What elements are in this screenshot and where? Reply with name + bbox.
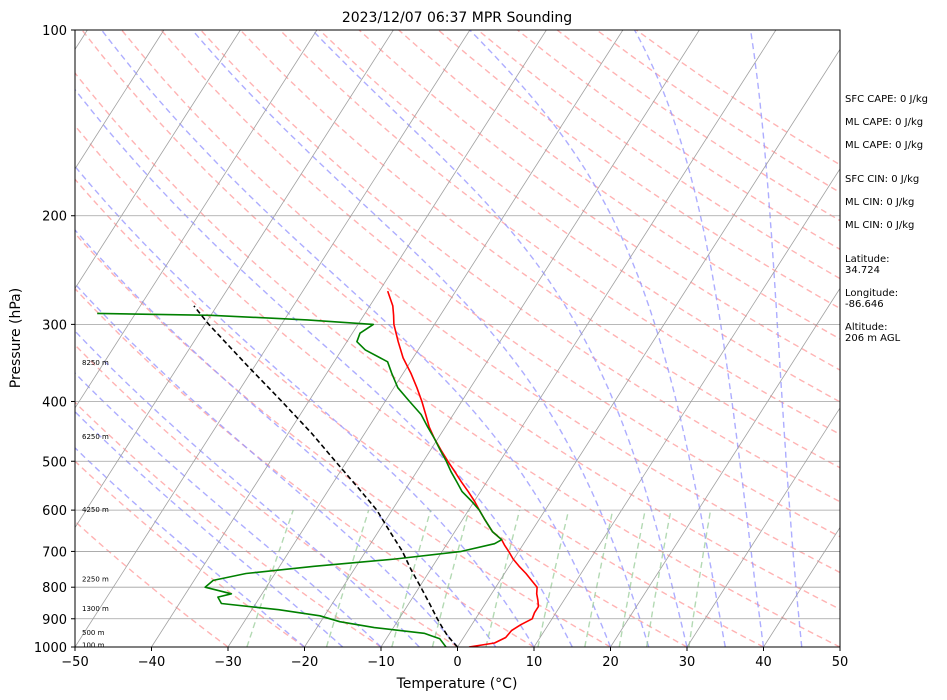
side-info-text: Latitude: xyxy=(845,254,890,265)
moist-adiabat xyxy=(75,372,382,647)
side-info-text: SFC CIN: 0 J/kg xyxy=(845,174,919,185)
mixing-ratio-line xyxy=(537,509,570,647)
dry-adiabat xyxy=(75,124,764,647)
isotherm xyxy=(457,48,840,647)
background-lines xyxy=(75,30,840,647)
height-label: 100 m xyxy=(82,641,105,649)
series-layer xyxy=(97,290,540,647)
y-tick-label: 700 xyxy=(42,545,67,560)
y-tick-label: 300 xyxy=(42,318,67,333)
dry-adiabat xyxy=(437,30,840,310)
height-label: 1300 m xyxy=(82,605,109,613)
side-info-text: Altitude: xyxy=(845,322,887,333)
height-label: 500 m xyxy=(82,629,105,637)
side-info-text: 34.724 xyxy=(845,265,880,276)
side-info-text: -86.646 xyxy=(845,299,884,310)
side-info-text: ML CAPE: 0 J/kg xyxy=(845,117,923,128)
moist-adiabat xyxy=(749,30,803,647)
isotherm xyxy=(75,30,318,409)
side-info-text: 206 m AGL xyxy=(845,333,901,344)
y-tick-label: 400 xyxy=(42,395,67,410)
y-axis: 100 200 300 400 500 600 700 800 900 1000 xyxy=(34,24,75,656)
dry-adiabat xyxy=(279,30,840,436)
y-tick-label: 1000 xyxy=(34,641,67,656)
dry-adiabat xyxy=(200,30,840,503)
dry-adiabat xyxy=(75,71,840,647)
side-info-text: SFC CAPE: 0 J/kg xyxy=(845,94,928,105)
isotherm xyxy=(686,407,840,647)
side-info-text: ML CIN: 0 J/kg xyxy=(845,220,914,231)
side-info-text: ML CAPE: 0 J/kg xyxy=(845,140,923,151)
x-tick-label: −40 xyxy=(138,655,165,670)
x-tick-label: −30 xyxy=(214,655,241,670)
mixing-ratio-line xyxy=(325,509,370,647)
isotherm xyxy=(227,30,624,647)
dry-adiabat xyxy=(121,30,840,574)
parcel-profile-line xyxy=(193,305,459,647)
x-tick-label: 20 xyxy=(602,655,619,670)
x-tick-label: 50 xyxy=(832,655,849,670)
x-tick-label: 0 xyxy=(453,655,461,670)
isotherm xyxy=(533,168,840,647)
y-axis-label: Pressure (hPa) xyxy=(8,288,24,388)
dry-adiabat xyxy=(81,30,840,611)
isotherm xyxy=(75,30,471,647)
x-axis-label: Temperature (°C) xyxy=(396,676,518,692)
height-label: 4250 m xyxy=(82,506,109,514)
isotherm xyxy=(610,287,840,647)
height-label: 8250 m xyxy=(82,359,109,367)
y-tick-label: 800 xyxy=(42,581,67,596)
dry-adiabat xyxy=(75,520,229,647)
isotherm xyxy=(380,30,777,647)
dry-adiabat xyxy=(398,30,840,340)
dry-adiabat xyxy=(75,178,688,647)
x-tick-label: 40 xyxy=(755,655,772,670)
moist-adiabat xyxy=(75,282,459,647)
isotherm xyxy=(151,30,547,647)
moist-adiabat xyxy=(469,30,726,647)
y-tick-label: 200 xyxy=(42,210,67,225)
side-info-text: ML CIN: 0 J/kg xyxy=(845,197,914,208)
x-tick-label: 30 xyxy=(679,655,696,670)
x-tick-label: −20 xyxy=(291,655,318,670)
y-tick-label: 100 xyxy=(42,24,67,39)
moist-adiabat xyxy=(75,330,420,647)
moist-adiabat xyxy=(191,30,650,647)
x-tick-label: −50 xyxy=(61,655,88,670)
isotherm xyxy=(75,30,394,529)
moist-adiabat xyxy=(75,88,573,647)
side-info-panel: SFC CAPE: 0 J/kg ML CAPE: 0 J/kg ML CAPE: … xyxy=(845,94,928,344)
x-tick-label: 10 xyxy=(526,655,543,670)
mixing-ratio-line xyxy=(431,509,470,647)
height-labels: 100 m 500 m 1300 m 2250 m 4250 m 6250 m 8250 m xyxy=(82,359,109,649)
moist-adiabat xyxy=(633,30,765,647)
y-tick-label: 900 xyxy=(42,613,67,628)
mixing-ratio-line xyxy=(645,509,672,647)
height-label: 2250 m xyxy=(82,576,109,584)
dry-adiabat xyxy=(319,30,840,403)
dry-adiabat xyxy=(75,460,305,647)
isotherm xyxy=(304,30,700,647)
dry-adiabat xyxy=(75,287,535,647)
isotherm xyxy=(75,30,241,290)
moist-adiabat xyxy=(311,30,688,647)
y-tick-label: 500 xyxy=(42,455,67,470)
moist-adiabat xyxy=(75,228,497,647)
dewpoint-line xyxy=(97,312,503,647)
side-info-text: Longitude: xyxy=(845,288,898,299)
x-tick-label: −10 xyxy=(367,655,394,670)
dry-adiabat xyxy=(75,232,611,647)
isotherm xyxy=(75,30,165,170)
chart-title: 2023/12/07 06:37 MPR Sounding xyxy=(342,10,572,26)
x-axis: −50 −40 −30 −20 −10 0 10 20 30 40 50 xyxy=(61,647,848,670)
height-label: 6250 m xyxy=(82,433,109,441)
isotherm xyxy=(763,526,840,647)
dry-adiabat xyxy=(239,30,840,469)
mixing-ratio-line xyxy=(246,509,294,647)
y-tick-label: 600 xyxy=(42,504,67,519)
